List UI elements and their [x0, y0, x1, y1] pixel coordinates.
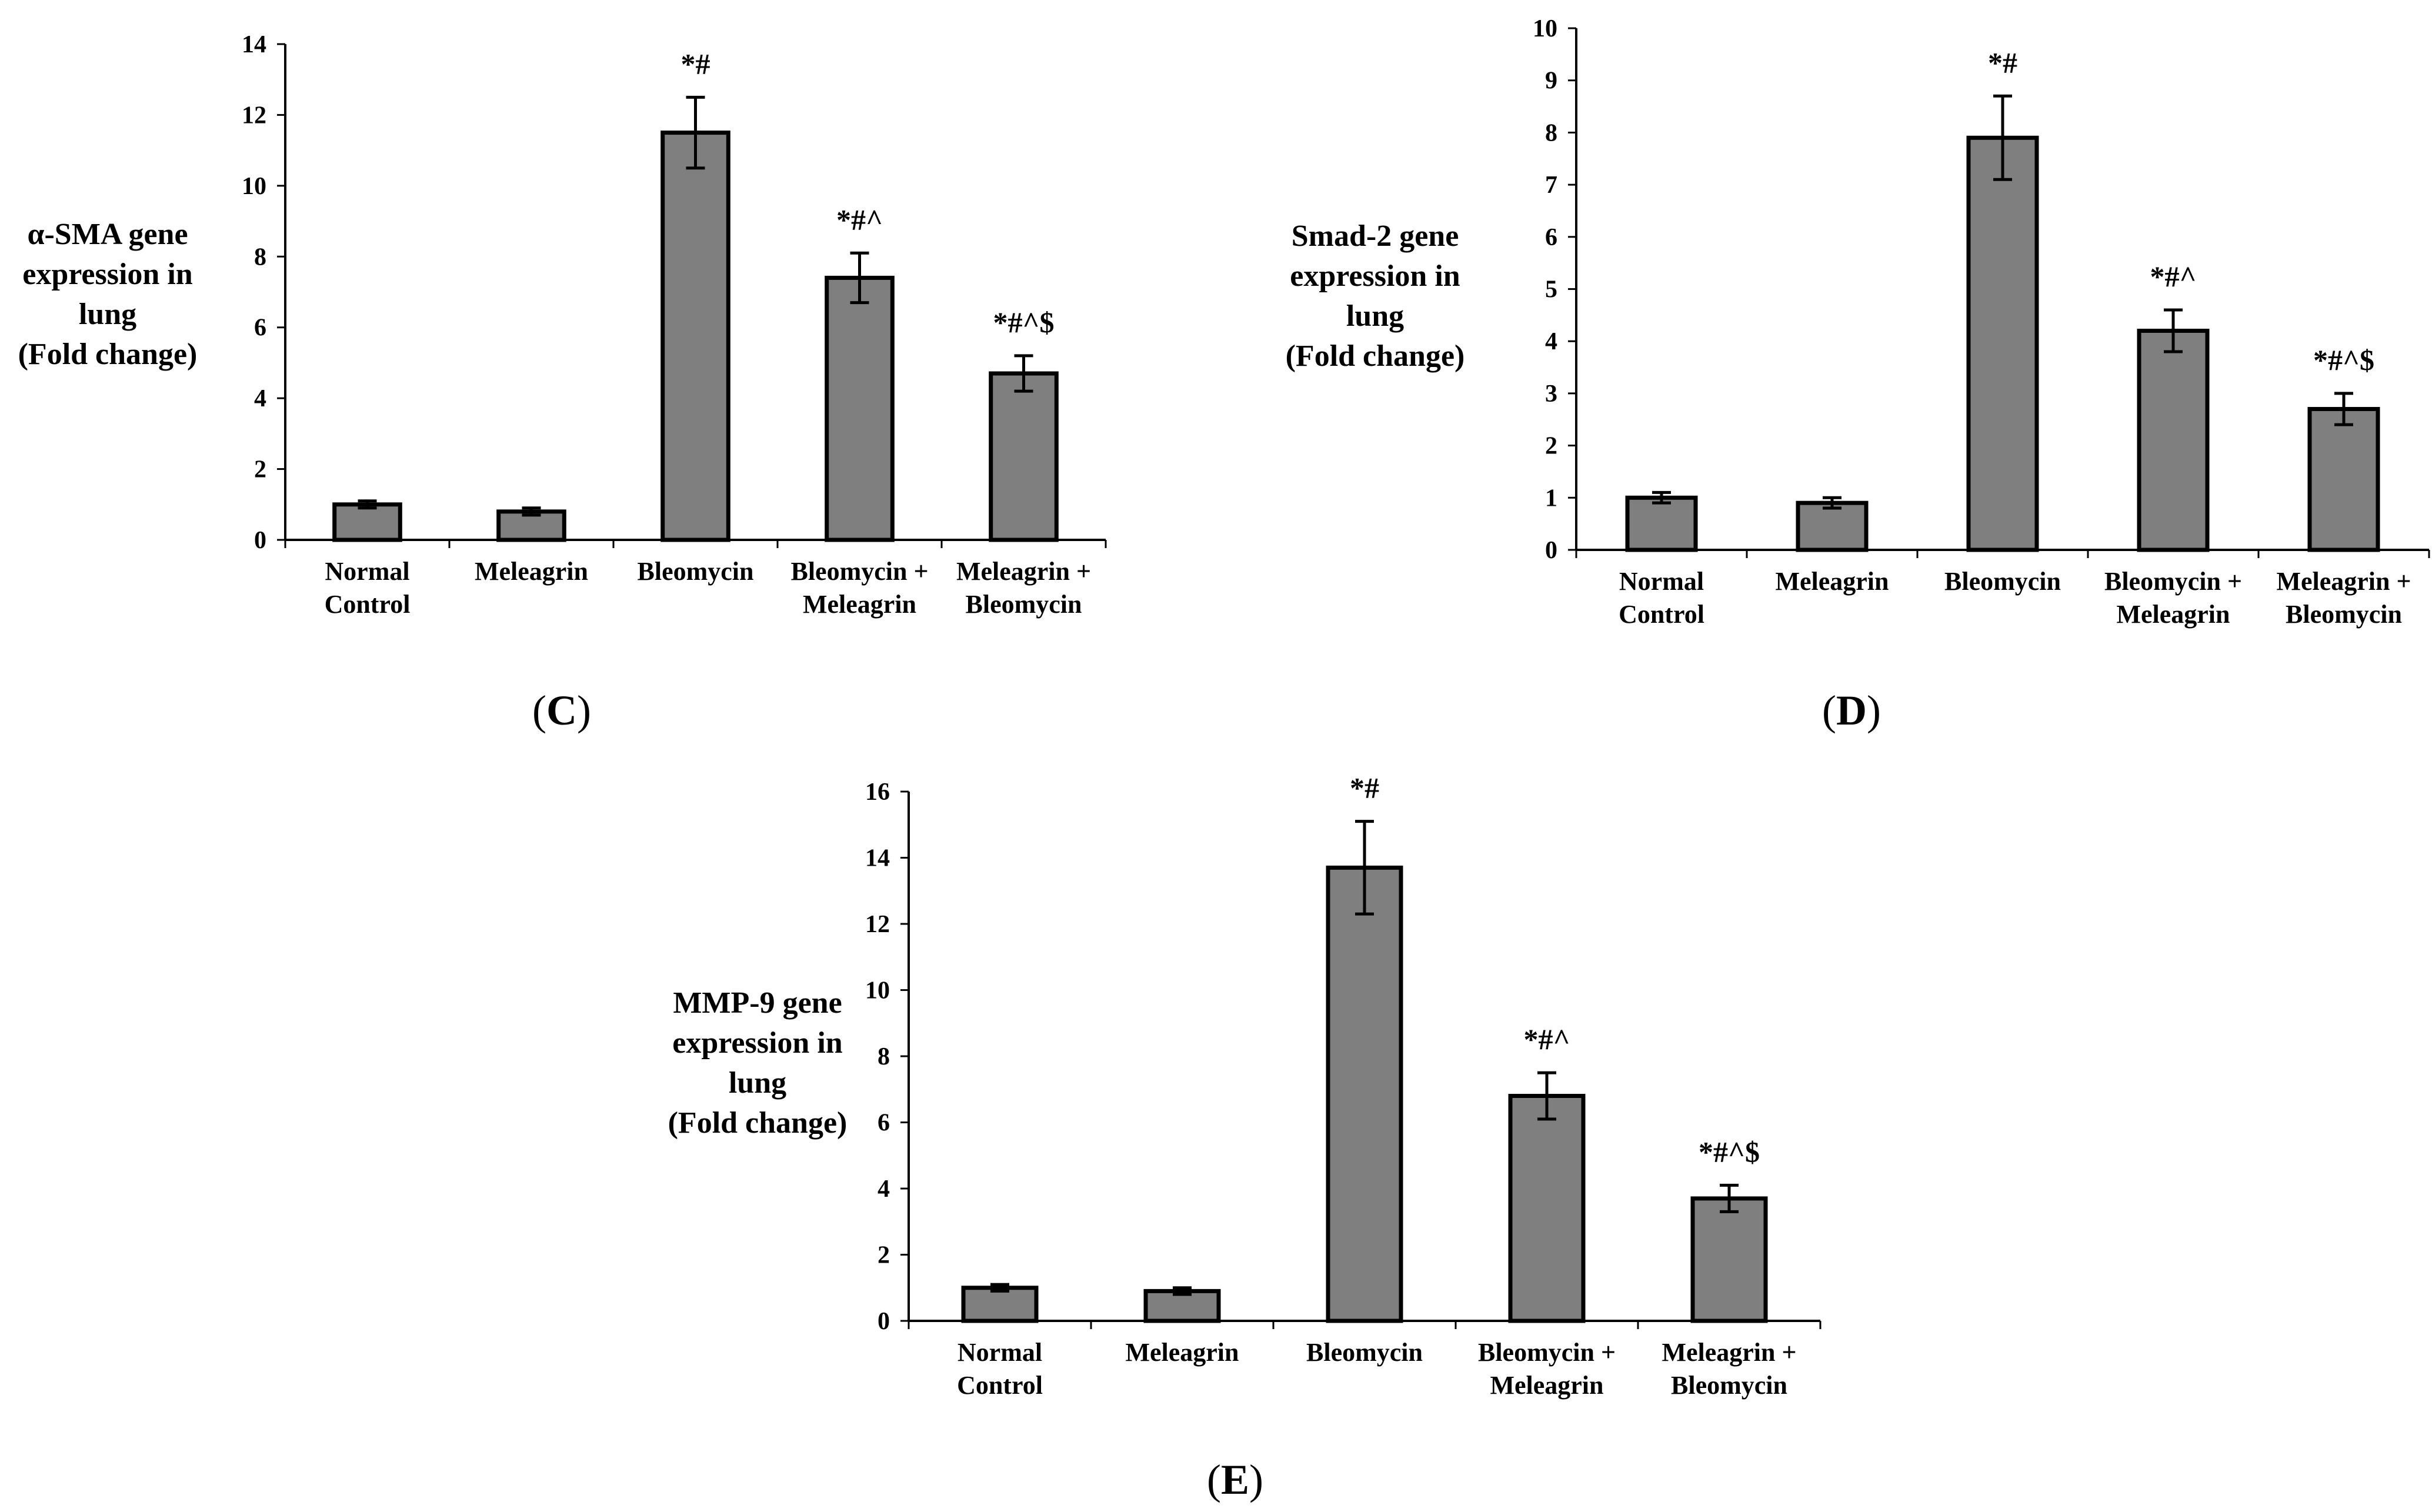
bar [1326, 865, 1403, 1323]
bar [1508, 1094, 1586, 1323]
significance-annotation: *#^ [1523, 1023, 1570, 1056]
y-tick-label: 2 [254, 456, 266, 483]
y-axis-label-line: MMP-9 gene [673, 986, 842, 1020]
y-axis-label-line: expression in [22, 258, 193, 291]
y-tick-label: 12 [865, 911, 890, 938]
y-tick-label: 16 [865, 779, 890, 806]
y-tick-label: 14 [242, 31, 266, 58]
significance-annotation: *#^$ [993, 306, 1054, 339]
x-tick-label: Control [1619, 600, 1704, 629]
y-tick-label: 8 [1545, 119, 1557, 146]
chart-panel-c: α-SMA gene expression in lung (Fold change)… [18, 31, 1107, 734]
x-tick-label: Meleagrin + [1662, 1338, 1796, 1367]
y-axis-label-line: lung [79, 298, 136, 331]
bar [660, 131, 730, 542]
chart-panel-d: Smad-2 gene expression in lung (Fold change… [1286, 15, 2430, 734]
x-tick-label: Normal [958, 1338, 1042, 1367]
y-axis-label-line: expression in [1290, 259, 1460, 293]
y-tick-label: 2 [1545, 433, 1557, 460]
bar [2307, 407, 2380, 552]
y-tick-label: 1 [1545, 485, 1557, 512]
x-tick-label: Meleagrin + [956, 557, 1091, 586]
y-tick-label: 8 [878, 1043, 890, 1070]
x-tick-label: Bleomycin [1306, 1338, 1423, 1367]
significance-annotation: *# [1988, 46, 2017, 79]
x-tick-label: Bleomycin [1671, 1371, 1787, 1400]
y-tick-label: 2 [878, 1242, 890, 1269]
y-tick-label: 0 [254, 527, 266, 554]
bar [1690, 1196, 1768, 1323]
y-axis-label-line: α-SMA gene [27, 218, 188, 251]
y-axis-label-line: (Fold change) [18, 338, 198, 371]
x-tick-label: Bleomycin [1944, 567, 2061, 596]
x-tick-label: Bleomycin [966, 590, 1082, 619]
y-tick-label: 4 [1545, 328, 1557, 355]
bar [825, 275, 895, 542]
x-tick-label: Meleagrin [1490, 1371, 1603, 1400]
y-tick-label: 4 [878, 1176, 890, 1203]
y-tick-label: 3 [1545, 380, 1557, 408]
x-tick-label: Bleomycin + [1478, 1338, 1616, 1367]
x-tick-label: Normal [1619, 567, 1704, 596]
significance-annotation: *# [1350, 772, 1379, 805]
x-tick-label: Bleomycin [638, 557, 754, 586]
chart-panel-e: MMP-9 gene expression in lung (Fold change)… [668, 772, 1822, 1503]
bar [1796, 500, 1869, 552]
significance-annotation: *#^$ [2313, 343, 2374, 376]
bar [1143, 1289, 1221, 1323]
bar [989, 371, 1059, 542]
significance-annotation: *#^$ [1699, 1135, 1760, 1168]
panel-label: (C) [532, 687, 591, 734]
bar [961, 1286, 1039, 1323]
panel-label: (D) [1822, 687, 1881, 734]
y-tick-label: 4 [254, 385, 266, 412]
x-tick-label: Control [957, 1371, 1043, 1400]
significance-annotation: *#^ [2150, 260, 2196, 293]
y-tick-label: 7 [1545, 172, 1557, 199]
y-tick-label: 14 [865, 845, 890, 872]
panel-label: (E) [1207, 1456, 1263, 1503]
y-axis-label-line: expression in [672, 1026, 843, 1060]
significance-annotation: *#^ [836, 203, 883, 236]
x-tick-label: Bleomycin + [790, 557, 928, 586]
y-axis-label-line: lung [1346, 299, 1404, 333]
x-tick-label: Meleagrin [1125, 1338, 1239, 1367]
x-tick-label: Meleagrin [2116, 600, 2230, 629]
y-tick-label: 6 [254, 315, 266, 342]
x-tick-label: Bleomycin [2286, 600, 2402, 629]
significance-annotation: *# [681, 47, 710, 80]
x-tick-label: Meleagrin + [2276, 567, 2411, 596]
y-tick-label: 6 [878, 1110, 890, 1137]
x-tick-label: Meleagrin [475, 557, 588, 586]
y-tick-label: 12 [242, 102, 266, 129]
x-tick-label: Bleomycin + [2104, 567, 2242, 596]
y-tick-label: 5 [1545, 276, 1557, 303]
bar [1625, 495, 1698, 552]
y-tick-label: 0 [1545, 537, 1557, 564]
y-axis-label-line: (Fold change) [1286, 339, 1465, 373]
y-axis-label-line: (Fold change) [668, 1106, 848, 1140]
y-tick-label: 10 [242, 173, 266, 200]
y-tick-label: 8 [254, 243, 266, 271]
x-tick-label: Normal [325, 557, 409, 586]
bar [1966, 135, 2039, 552]
x-tick-label: Meleagrin [803, 590, 916, 619]
y-tick-label: 6 [1545, 224, 1557, 251]
bar [332, 502, 402, 542]
y-tick-label: 0 [878, 1308, 890, 1335]
y-tick-label: 10 [1533, 15, 1557, 42]
y-tick-label: 9 [1545, 68, 1557, 95]
bar [2137, 328, 2210, 552]
x-tick-label: Meleagrin [1775, 567, 1889, 596]
y-axis-label-line: lung [729, 1066, 786, 1100]
x-tick-label: Control [325, 590, 411, 619]
y-tick-label: 10 [865, 977, 890, 1004]
y-axis-label-line: Smad-2 gene [1292, 219, 1459, 253]
